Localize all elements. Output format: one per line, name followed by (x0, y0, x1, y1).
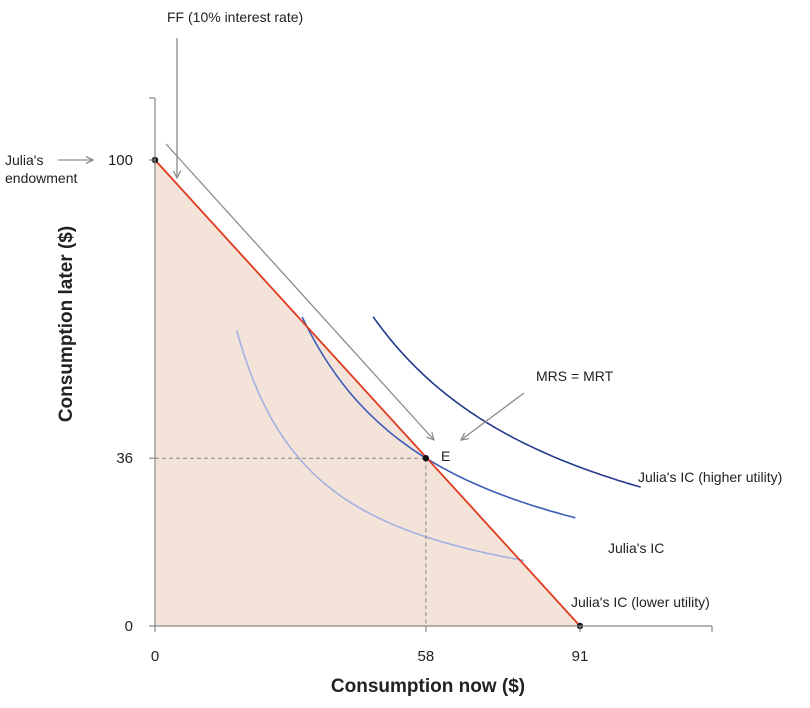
x-tick-label: 91 (572, 648, 589, 665)
ic-mid-label: Julia's IC (608, 540, 664, 556)
y-axis-title: Consumption later ($) (56, 226, 77, 422)
y-tick-label: 36 (116, 450, 133, 467)
indifference-curve-1 (235, 330, 525, 562)
point-e-label: E (441, 448, 450, 464)
axes (154, 98, 712, 627)
y-tick-label: 0 (125, 618, 133, 635)
endowment-label-line1: Julia's (5, 152, 43, 168)
x-tick-label: 58 (418, 648, 435, 665)
tick-labels: 0 58 91 0 36 100 (108, 152, 588, 665)
x-tick-label: 0 (151, 648, 159, 665)
indifference-curve-3 (372, 316, 641, 488)
ic-low-label: Julia's IC (lower utility) (571, 594, 710, 610)
x-axis-title: Consumption now ($) (331, 676, 525, 697)
mrs-mrt-label: MRS = MRT (536, 368, 614, 384)
feasible-frontier-line (154, 159, 581, 627)
mrs-mrt-arrow (461, 392, 525, 440)
ff-parallel-arrow (165, 143, 434, 440)
endowment-label-line2: endowment (5, 170, 77, 186)
ff-label: FF (10% interest rate) (167, 9, 303, 25)
y-tick-label: 100 (108, 152, 133, 169)
indifference-curve-2 (301, 316, 576, 519)
ic-high-label: Julia's IC (higher utility) (638, 469, 782, 485)
point-e (422, 455, 430, 462)
